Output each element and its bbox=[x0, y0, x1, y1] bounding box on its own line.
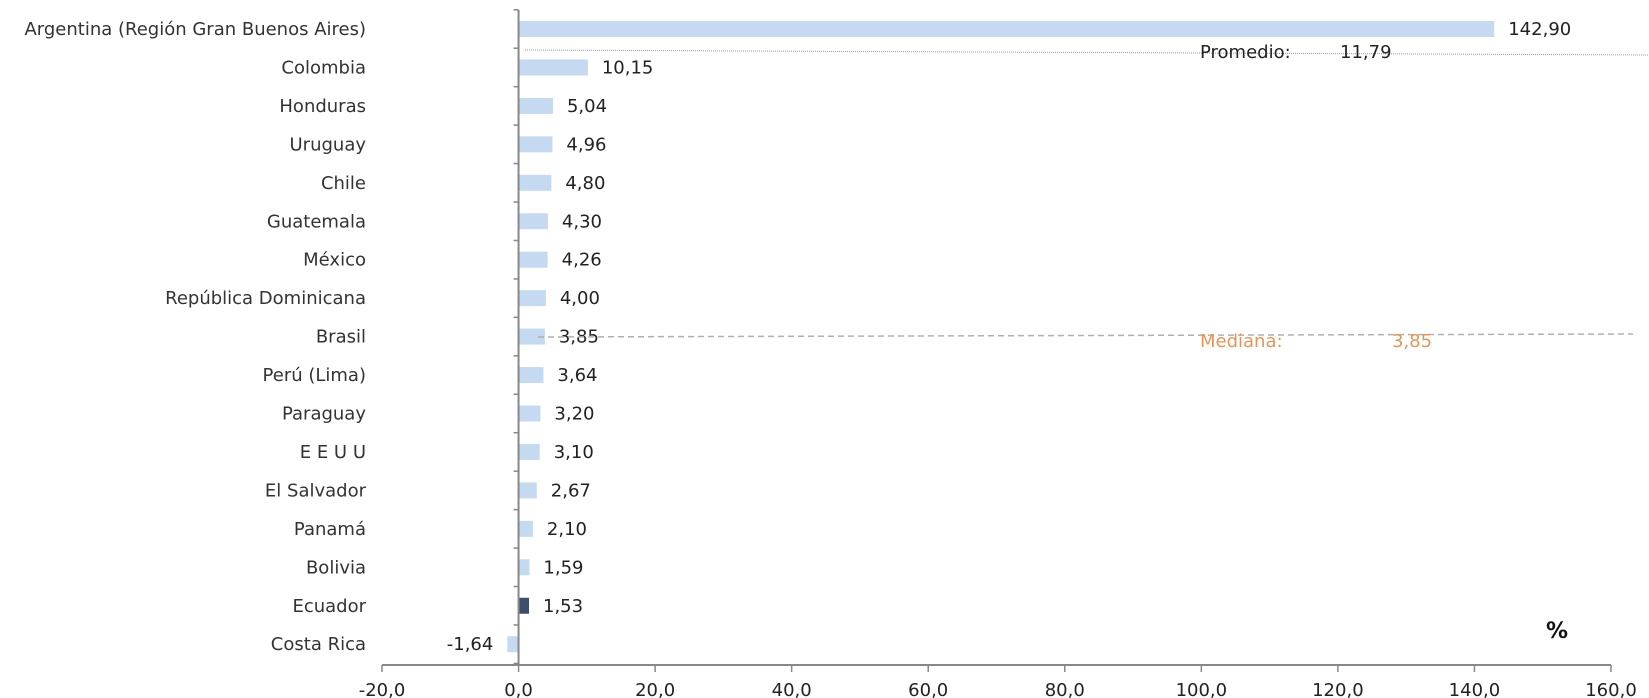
value-label: 4,30 bbox=[562, 211, 602, 232]
bar bbox=[518, 597, 530, 614]
category-label: República Dominicana bbox=[165, 288, 366, 309]
bar bbox=[518, 482, 537, 499]
value-label: 3,10 bbox=[554, 442, 594, 463]
value-label: 4,80 bbox=[565, 173, 605, 194]
bar bbox=[507, 636, 519, 653]
x-tick-label: 0,0 bbox=[504, 680, 533, 698]
category-label: Chile bbox=[321, 173, 366, 194]
value-label: 4,96 bbox=[566, 134, 606, 155]
value-label: 3,20 bbox=[554, 404, 594, 425]
value-label: 4,00 bbox=[560, 288, 600, 309]
median-label: Mediana: bbox=[1200, 331, 1283, 352]
x-tick-label: 160,0 bbox=[1585, 680, 1637, 698]
average-label: Promedio: bbox=[1200, 42, 1291, 63]
bar bbox=[518, 97, 553, 114]
x-tick-label: 60,0 bbox=[908, 680, 948, 698]
bar bbox=[518, 559, 530, 576]
bar bbox=[518, 136, 553, 153]
median-value: 3,85 bbox=[1392, 331, 1432, 352]
value-label: 10,15 bbox=[602, 57, 654, 78]
unit-label: % bbox=[1546, 619, 1568, 644]
category-label: El Salvador bbox=[265, 480, 367, 501]
category-label: Perú (Lima) bbox=[263, 365, 366, 386]
category-label: Ecuador bbox=[292, 596, 366, 617]
x-tick-label: 40,0 bbox=[772, 680, 812, 698]
category-label: Argentina (Región Gran Buenos Aires) bbox=[24, 19, 366, 40]
category-label: Honduras bbox=[279, 96, 366, 117]
value-label: 3,64 bbox=[557, 365, 597, 386]
category-label: Costa Rica bbox=[271, 634, 366, 655]
category-label: Brasil bbox=[316, 327, 366, 348]
value-label: 1,53 bbox=[543, 596, 583, 617]
value-label: 1,59 bbox=[543, 557, 583, 578]
x-tick-label: 120,0 bbox=[1312, 680, 1364, 698]
category-label: Bolivia bbox=[306, 557, 366, 578]
category-label: México bbox=[303, 250, 366, 271]
reference-lines-layer: Promedio: 11,79 Mediana: 3,85 bbox=[524, 42, 1649, 352]
bar bbox=[518, 367, 544, 384]
bar bbox=[518, 328, 545, 345]
bar bbox=[518, 443, 540, 460]
average-line bbox=[524, 49, 1649, 56]
value-label: 2,10 bbox=[547, 519, 587, 540]
x-tick-label: 80,0 bbox=[1045, 680, 1085, 698]
category-label: Uruguay bbox=[290, 134, 367, 155]
x-tick-label: 140,0 bbox=[1449, 680, 1501, 698]
category-label: Colombia bbox=[281, 57, 366, 78]
axes-layer bbox=[382, 10, 1611, 666]
category-label: Panamá bbox=[294, 519, 366, 540]
average-value: 11,79 bbox=[1340, 42, 1392, 63]
x-tick-label: 100,0 bbox=[1176, 680, 1228, 698]
value-label: 4,26 bbox=[562, 250, 602, 271]
bar bbox=[518, 59, 588, 76]
median-line bbox=[537, 333, 1634, 338]
category-label: E E U U bbox=[300, 442, 366, 463]
category-label: Paraguay bbox=[282, 404, 366, 425]
bar bbox=[518, 405, 541, 422]
x-tick-label: 20,0 bbox=[635, 680, 675, 698]
category-label: Guatemala bbox=[267, 211, 366, 232]
bar bbox=[518, 174, 552, 191]
value-label: 2,67 bbox=[551, 480, 591, 501]
bars-layer bbox=[507, 21, 1495, 653]
value-label: -1,64 bbox=[447, 634, 494, 655]
labels-layer: Argentina (Región Gran Buenos Aires) 142,… bbox=[24, 19, 1636, 698]
bar bbox=[518, 21, 1495, 37]
bar bbox=[518, 251, 548, 268]
value-label: 142,90 bbox=[1508, 19, 1571, 40]
bar bbox=[518, 290, 546, 307]
value-label: 5,04 bbox=[567, 96, 607, 117]
bar bbox=[518, 213, 548, 230]
bar bbox=[518, 520, 533, 537]
x-tick-label: -20,0 bbox=[359, 680, 406, 698]
ticks-layer bbox=[381, 9, 1612, 672]
